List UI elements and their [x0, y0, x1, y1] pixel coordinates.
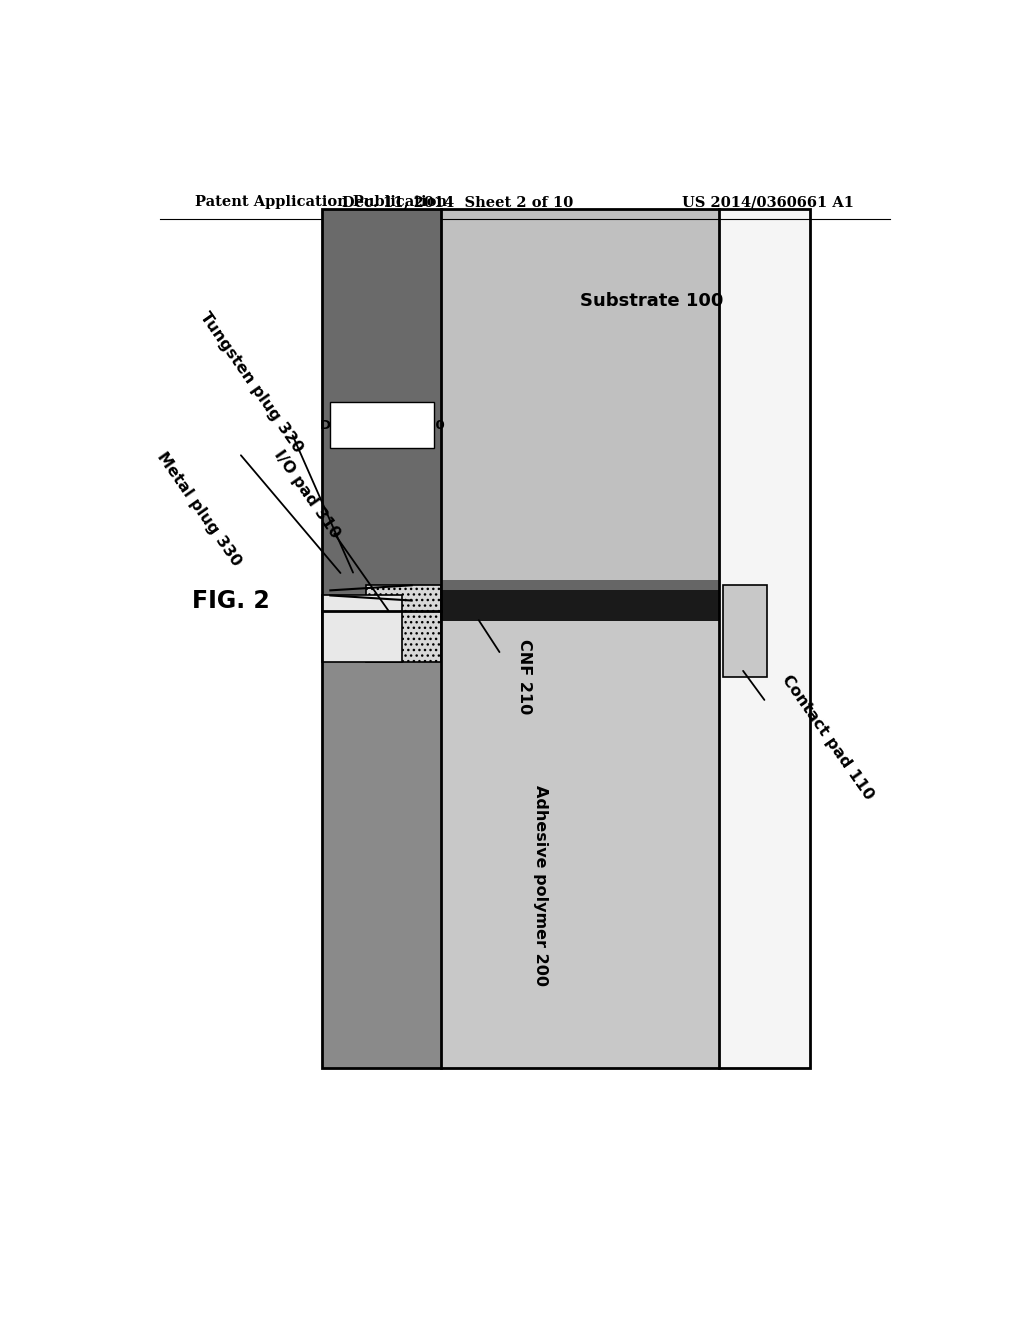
Bar — [441, 620, 719, 1068]
Bar — [323, 595, 401, 661]
Text: Contact pad 110: Contact pad 110 — [778, 673, 877, 803]
Text: Tungsten plug 320: Tungsten plug 320 — [197, 309, 305, 455]
Bar — [719, 210, 811, 1068]
Bar — [331, 403, 433, 447]
Text: Device layer 300: Device layer 300 — [319, 418, 444, 432]
Bar — [323, 210, 441, 611]
Text: Adhesive polymer 200: Adhesive polymer 200 — [534, 784, 548, 986]
Bar — [367, 585, 441, 661]
Bar — [441, 590, 719, 620]
Text: Patent Application Publication: Patent Application Publication — [196, 195, 447, 209]
Text: I/O pad 310: I/O pad 310 — [270, 447, 342, 541]
Text: Dec. 11, 2014  Sheet 2 of 10: Dec. 11, 2014 Sheet 2 of 10 — [342, 195, 573, 209]
Text: CNF 210: CNF 210 — [517, 639, 532, 714]
Bar — [441, 210, 719, 590]
Text: Metal plug 330: Metal plug 330 — [155, 449, 245, 569]
Bar — [723, 585, 767, 677]
Text: US 2014/0360661 A1: US 2014/0360661 A1 — [682, 195, 854, 209]
Bar — [323, 210, 811, 1068]
Bar — [441, 581, 719, 590]
Bar — [323, 611, 441, 1068]
Text: Substrate 100: Substrate 100 — [580, 292, 724, 310]
Text: FIG. 2: FIG. 2 — [193, 589, 270, 612]
